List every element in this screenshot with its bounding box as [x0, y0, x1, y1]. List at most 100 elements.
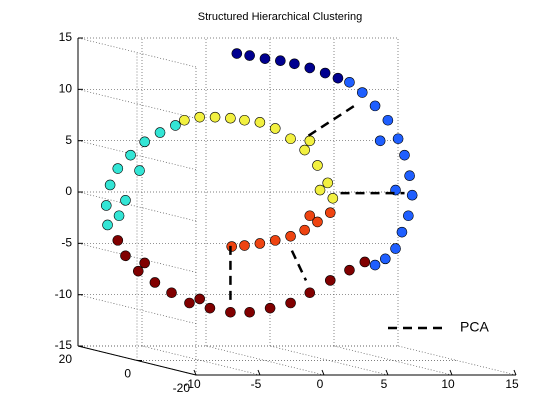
point [304, 135, 316, 147]
point [170, 120, 181, 131]
point [332, 72, 344, 84]
point [382, 114, 394, 126]
tick-mark [193, 369, 197, 376]
point [327, 192, 339, 204]
point [312, 216, 323, 228]
x-tick-label: 5 [381, 377, 388, 391]
point [254, 238, 266, 249]
point [209, 111, 221, 123]
x-tick-label: -10 [183, 377, 201, 391]
point [120, 250, 131, 262]
point [406, 189, 418, 201]
tick-mark [449, 369, 453, 376]
point [113, 210, 125, 222]
tick-mark [385, 369, 389, 376]
point [269, 123, 281, 134]
x-tick-label: 0 [317, 377, 324, 391]
point [225, 306, 236, 318]
tick-mark [513, 369, 517, 376]
point [139, 136, 150, 148]
point [322, 177, 334, 189]
z-tick-label: -15 [55, 338, 73, 352]
point [285, 297, 296, 309]
grid-line [77, 88, 197, 119]
point [399, 149, 410, 161]
point [344, 264, 355, 276]
point [299, 144, 310, 156]
x-tick-label: 10 [441, 377, 455, 391]
point [179, 114, 190, 126]
point [239, 240, 250, 251]
point [299, 224, 310, 236]
point [264, 302, 276, 314]
point [392, 133, 404, 145]
point [289, 58, 300, 70]
point [104, 179, 116, 191]
point [380, 253, 391, 265]
point [225, 112, 236, 124]
point [324, 207, 336, 218]
z-tick-label: 5 [65, 133, 72, 147]
z-tick-label: 10 [59, 82, 73, 96]
point [259, 53, 271, 64]
point [304, 62, 316, 74]
grid-line [205, 345, 325, 376]
point [396, 226, 408, 238]
point [314, 184, 326, 196]
point [244, 306, 255, 318]
point [100, 200, 112, 211]
point [120, 195, 131, 206]
point [374, 135, 386, 147]
point [139, 257, 150, 269]
point [359, 256, 371, 268]
point [275, 55, 286, 67]
y-tick-label: -20 [173, 381, 191, 395]
point [244, 50, 255, 61]
grid-line [77, 140, 197, 171]
grid-line [397, 345, 517, 376]
point [194, 293, 206, 305]
point [239, 114, 250, 126]
point [285, 133, 296, 145]
y-tick-label: 20 [59, 352, 73, 366]
z-tick-label: 15 [59, 30, 73, 44]
point [356, 87, 368, 98]
point [403, 210, 414, 222]
point [369, 259, 381, 271]
y-tick-label: 0 [124, 367, 131, 381]
x-tick-label: -5 [251, 377, 262, 391]
point [344, 76, 355, 88]
point [324, 275, 336, 286]
point [304, 287, 316, 299]
tick-mark [257, 369, 261, 376]
point [254, 117, 266, 128]
point [369, 100, 381, 112]
legend-label: PCA [460, 319, 489, 335]
point [269, 235, 281, 246]
point [102, 219, 113, 231]
point [112, 235, 124, 246]
tick-mark [321, 369, 325, 376]
point [312, 160, 323, 171]
point [231, 48, 243, 59]
point [154, 127, 166, 138]
point [132, 265, 144, 277]
z-tick-label: -10 [55, 287, 73, 301]
chart-title: Structured Hierarchical Clustering [198, 11, 362, 23]
point [184, 297, 195, 309]
point [204, 302, 216, 314]
point [404, 170, 415, 181]
x-tick-label: 15 [505, 377, 519, 391]
pca-line [229, 103, 405, 300]
point [125, 149, 136, 161]
point [149, 277, 161, 288]
point [194, 111, 206, 123]
point [304, 210, 316, 222]
point [319, 67, 331, 79]
point [390, 243, 401, 254]
z-tick-label: -5 [61, 236, 72, 250]
point [112, 163, 124, 174]
point [285, 230, 296, 242]
point [166, 287, 177, 299]
